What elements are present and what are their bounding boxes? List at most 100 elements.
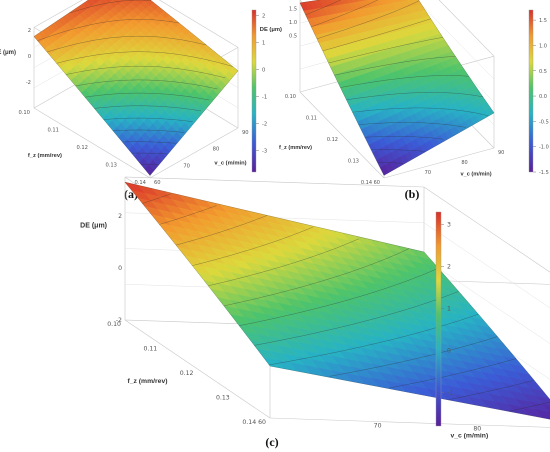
- panel-a-axes: 0.10 0.11 0.12 0.13 0.14 60 70 80 90 2 0 -2 DE (μm) f…: [0, 28, 249, 186]
- colorbar-tick-label: -1.5: [539, 170, 549, 176]
- contour-line: [239, 267, 439, 326]
- fz-tick-label: 0.10: [107, 321, 121, 328]
- colorbar-tick-label: -0.5: [539, 119, 549, 125]
- de-tick-label: -2: [116, 317, 122, 324]
- fz-tick-label: 0.13: [348, 159, 359, 165]
- contour-line: [159, 205, 217, 225]
- colorbar-tick-label: 2: [447, 264, 451, 271]
- fz-tick-label: 0.14 60: [242, 419, 266, 426]
- de-axis-label: DE (μm): [80, 222, 107, 229]
- colorbar-tick-label: 1: [447, 306, 451, 313]
- de-tick-label: 1.5: [289, 6, 297, 12]
- vc-tick-label: 90: [242, 130, 249, 136]
- contour-line: [322, 18, 431, 52]
- panel-a-colorbar: 2 1 0 -1 -2 -3: [251, 9, 267, 173]
- colorbar-tick-label: 1: [262, 40, 265, 46]
- surface-outline: [124, 181, 550, 420]
- colorbar-tick-label: -2: [262, 121, 267, 127]
- contour-line: [175, 215, 268, 246]
- contour-line: [192, 226, 313, 266]
- colorbar-tick-label: 0.0: [539, 94, 547, 100]
- fz-tick-label: 0.11: [306, 116, 317, 122]
- panel-b-surface: [299, 0, 495, 176]
- contour-line: [340, 75, 469, 88]
- fz-tick-label: 0.14 60: [361, 180, 380, 186]
- box-edge: [383, 147, 495, 179]
- fz-tick-label: 0.12: [327, 137, 338, 143]
- fz-axis-label: f_z (mm/rev): [127, 378, 167, 385]
- vc-axis-label: v_c (m/min): [461, 172, 492, 178]
- box-edge: [423, 186, 550, 273]
- contour-line: [94, 105, 202, 112]
- vc-tick-label: 90: [498, 150, 504, 156]
- box-edge: [438, 0, 495, 57]
- contour-line: [448, 380, 535, 400]
- vc-tick-label: 80: [461, 160, 467, 166]
- fz-tick-label: 0.14: [134, 180, 146, 186]
- contour-line: [122, 141, 176, 144]
- contour-line: [389, 358, 517, 389]
- colorbar: [528, 9, 534, 173]
- box-edge: [124, 176, 425, 188]
- contour-line: [84, 92, 210, 101]
- box-edge: [149, 127, 239, 179]
- fz-tick-label: 0.13: [105, 163, 117, 169]
- panel-b-label: (b): [405, 187, 420, 201]
- colorbar-tick-label: -1.0: [539, 145, 549, 151]
- contour-line: [208, 238, 359, 287]
- contour-line: [377, 162, 403, 164]
- contour-line: [346, 92, 483, 101]
- vc-axis-label: v_c (m/min): [450, 433, 488, 440]
- contour-line: [47, 35, 207, 53]
- contour-line: [329, 336, 498, 377]
- contour-line: [334, 56, 456, 76]
- box-edge: [299, 91, 385, 179]
- de-tick-label: 0: [28, 54, 31, 60]
- colorbar-tick-label: 1.0: [539, 43, 547, 49]
- surface-outline: [33, 0, 239, 176]
- contour-line: [103, 117, 193, 122]
- panel-c-colorbar: 3 2 1 0 -1: [435, 211, 453, 427]
- box-edge: [269, 417, 550, 428]
- contour-line: [56, 51, 233, 67]
- contour-line: [254, 291, 459, 346]
- fz-tick-label: 0.11: [47, 128, 59, 134]
- vc-tick-label: 80: [473, 426, 481, 433]
- colorbar-tick-label: 1.5: [539, 18, 547, 24]
- box-edge: [33, 0, 83, 28]
- surface-outline: [299, 0, 495, 176]
- contour-line: [69, 0, 152, 14]
- fz-tick-label: 0.10: [285, 94, 296, 100]
- fz-tick-label: 0.12: [180, 370, 194, 377]
- box-edge: [124, 319, 271, 419]
- contour-line: [305, 0, 342, 16]
- vc-tick-label: 80: [213, 147, 220, 153]
- contour-line: [142, 193, 171, 204]
- colorbar: [251, 9, 257, 173]
- contour-line: [37, 19, 180, 41]
- fz-axis-label: f_z (mm/rev): [28, 153, 62, 159]
- surface-cell: [144, 164, 155, 176]
- de-tick-label: -2: [26, 80, 31, 86]
- grid-line: [423, 258, 550, 344]
- vc-tick-label: 70: [374, 422, 382, 429]
- de-tick-label: 2: [28, 28, 31, 34]
- panel-c-label: (c): [265, 435, 278, 449]
- panel-c-surface: [124, 181, 550, 420]
- contour-line: [352, 107, 489, 117]
- grid-line: [423, 222, 550, 309]
- colorbar-tick-label: 0: [447, 347, 451, 354]
- fz-tick-label: 0.12: [76, 145, 88, 151]
- panel-b-colorbar: 1.5 1.0 0.5 0.0 -0.5 -1.0 -1.5: [528, 9, 549, 176]
- surface-cell: [541, 403, 550, 413]
- contour-line: [223, 248, 410, 307]
- colorbar-tick-label: -3: [262, 148, 267, 154]
- vc-tick-label: 60: [154, 180, 161, 186]
- colorbar: [435, 211, 442, 427]
- surface-cell: [534, 409, 550, 420]
- vc-tick-label: 70: [425, 170, 431, 176]
- contour-line: [269, 313, 479, 366]
- de-axis-label: DE (μm): [0, 50, 16, 56]
